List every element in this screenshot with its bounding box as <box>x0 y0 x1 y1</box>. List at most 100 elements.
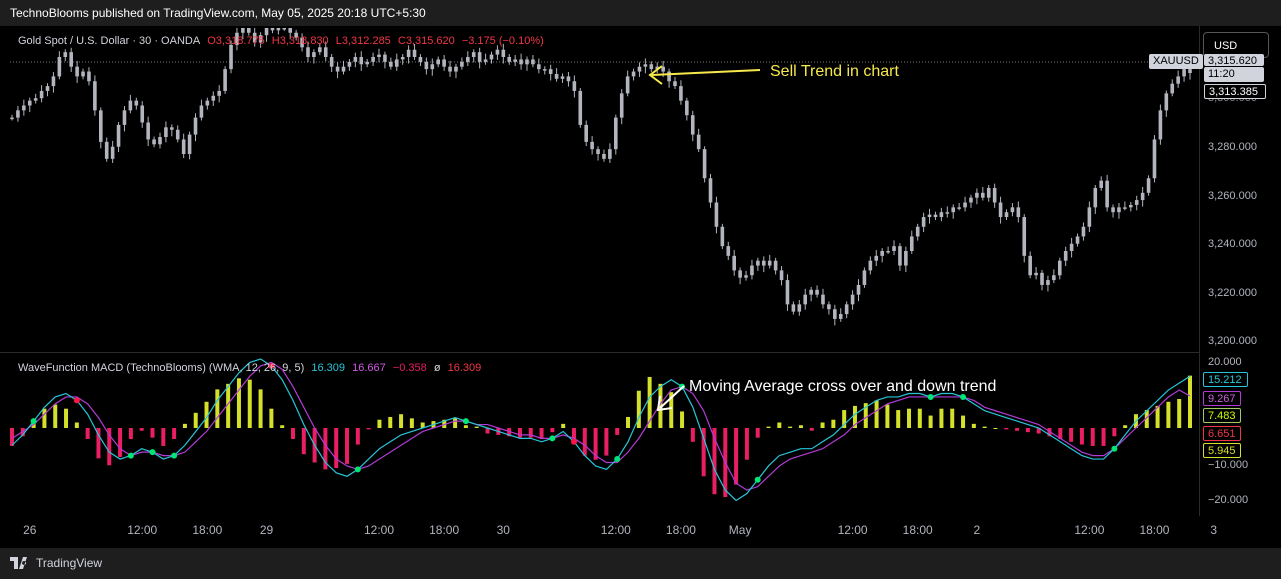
tradingview-logo[interactable]: TradingView <box>10 556 102 570</box>
histogram-bar <box>798 425 803 428</box>
candle-body <box>679 86 683 101</box>
histogram-bar <box>777 422 782 428</box>
histogram-bar <box>550 428 555 433</box>
time-tick: 12:00 <box>837 523 868 537</box>
candle-body <box>850 294 855 305</box>
candle-body <box>667 71 671 82</box>
candle-body <box>643 64 648 67</box>
candle-body <box>1164 93 1169 111</box>
candle-body <box>1081 226 1086 237</box>
candle-body <box>637 66 642 72</box>
candle-body <box>696 134 701 150</box>
candle-body <box>554 73 559 79</box>
histogram-bar <box>571 428 576 440</box>
candle-body <box>827 304 831 310</box>
histogram-bar <box>323 428 328 470</box>
candle-body <box>892 246 896 251</box>
candle-body <box>649 64 654 70</box>
candle-body <box>927 214 932 218</box>
time-tick: 12:00 <box>1074 523 1105 537</box>
candle-body <box>93 81 97 111</box>
candle-body <box>81 71 85 77</box>
macd-line <box>11 358 1191 502</box>
candle-body <box>844 304 849 315</box>
histogram-bar <box>744 428 749 460</box>
histogram-bar <box>507 428 512 437</box>
histogram-bar <box>215 389 220 428</box>
candle-body <box>341 66 346 72</box>
candle-body <box>264 28 269 36</box>
candle-body <box>619 93 624 118</box>
histogram-bar <box>971 423 976 428</box>
candle-body <box>146 122 150 140</box>
candle-body <box>744 275 748 278</box>
open-value: O3,318.775 <box>207 35 265 47</box>
time-tick: 18:00 <box>665 523 696 537</box>
histogram-bar <box>982 426 987 428</box>
cross-up-dot <box>30 418 37 425</box>
candle-body <box>975 192 979 198</box>
candle-body <box>1016 207 1021 218</box>
candle-body <box>631 71 636 77</box>
time-tick: 18:00 <box>902 523 933 537</box>
histogram-bar <box>10 428 14 446</box>
candle-body <box>572 81 577 91</box>
histogram-bar <box>680 411 685 428</box>
currency-button[interactable]: USD <box>1203 32 1269 58</box>
candle-body <box>981 192 985 198</box>
macd-value-3: −0.358 <box>392 362 427 374</box>
macd-tick-minus20: −20.000 <box>1208 494 1249 506</box>
candle-body <box>1170 83 1175 94</box>
candle-body <box>732 255 736 271</box>
candle-body <box>963 202 967 208</box>
candle-body <box>258 35 263 43</box>
candle-body <box>63 52 68 57</box>
sell-trend-annotation: Sell Trend in chart <box>770 63 899 80</box>
candle-body <box>235 32 239 45</box>
time-tick: 3 <box>1210 523 1218 537</box>
price-tag: 3,315.620 <box>1204 54 1264 66</box>
histogram-bar <box>863 403 868 428</box>
macd-value-4: ø <box>433 362 441 374</box>
histogram-bar <box>226 383 231 428</box>
candle-body <box>318 47 322 53</box>
candle-body <box>193 117 198 135</box>
candle-body <box>809 289 813 295</box>
cross-up-dot <box>462 418 469 425</box>
histogram-bar <box>345 428 350 464</box>
candle-body <box>418 57 423 62</box>
histogram-bar <box>1058 428 1063 440</box>
histogram-bar <box>626 416 631 428</box>
histogram-bar <box>96 428 101 459</box>
macd-indicator-name[interactable]: WaveFunction MACD (TechnoBlooms) (WMA, 1… <box>18 362 305 374</box>
candle-body <box>122 110 127 125</box>
candle-body <box>501 49 506 57</box>
signal-line <box>11 361 1191 491</box>
histogram-bar <box>593 428 598 460</box>
candle-body <box>939 212 944 218</box>
histogram-bar <box>182 423 187 428</box>
histogram-bar <box>734 428 739 485</box>
candle-body <box>1105 180 1109 208</box>
candle-body <box>862 270 867 285</box>
candle-body <box>140 105 145 123</box>
time-tick: 18:00 <box>1139 523 1170 537</box>
time-tick: 12:00 <box>600 523 631 537</box>
histogram-bar <box>290 428 295 440</box>
candle-body <box>489 54 494 60</box>
pane-divider[interactable] <box>0 352 1199 353</box>
candle-body <box>519 59 523 65</box>
candle-body <box>33 98 38 101</box>
candle-body <box>442 59 446 67</box>
histogram-bar <box>1177 399 1182 428</box>
histogram-bar <box>766 426 771 428</box>
publisher-header: TechnoBlooms published on TradingView.co… <box>0 0 1281 26</box>
candle-body <box>116 124 121 147</box>
cross-down-dot <box>268 362 275 369</box>
symbol-label[interactable]: Gold Spot / U.S. Dollar · 30 · OANDA <box>18 35 201 47</box>
tradingview-logo-icon <box>10 557 27 569</box>
histogram-bar <box>64 408 69 428</box>
candle-body <box>424 61 429 70</box>
candle-body <box>685 100 689 116</box>
